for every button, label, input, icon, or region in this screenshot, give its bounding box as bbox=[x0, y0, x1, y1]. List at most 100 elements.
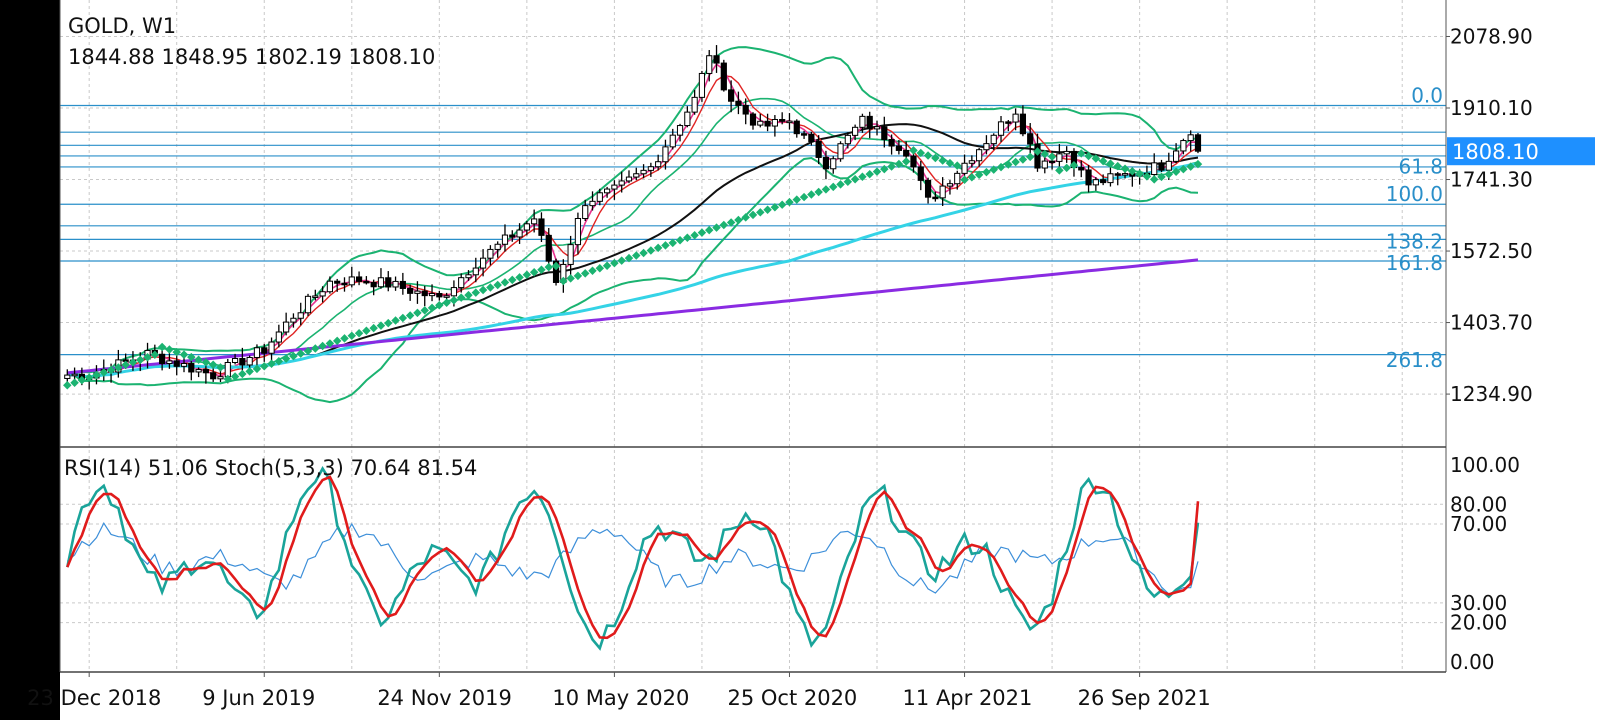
sar-dot bbox=[318, 341, 327, 351]
candle-body bbox=[903, 149, 910, 157]
sar-dot bbox=[690, 230, 699, 240]
sar-dot bbox=[537, 265, 546, 274]
sar-dot bbox=[208, 360, 218, 370]
candle-body bbox=[735, 100, 742, 106]
sar-dot bbox=[362, 326, 371, 335]
fib-level-label: 261.8 bbox=[1386, 348, 1443, 372]
candle-body bbox=[1019, 113, 1027, 135]
candle-body bbox=[450, 287, 458, 297]
indicator-tick-label: 100.00 bbox=[1450, 453, 1520, 477]
candle-body bbox=[392, 280, 399, 288]
sar-dot bbox=[493, 280, 502, 290]
candle-body bbox=[939, 185, 946, 199]
candle-body bbox=[261, 347, 268, 354]
candle-body bbox=[844, 134, 851, 145]
sar-dot bbox=[763, 205, 772, 215]
candle-body bbox=[662, 146, 669, 163]
sar-dot bbox=[114, 363, 123, 372]
candle-body bbox=[487, 248, 494, 259]
sar-dot bbox=[471, 288, 481, 297]
sar-dot bbox=[179, 350, 189, 359]
sar-dot bbox=[84, 373, 94, 382]
sar-dot bbox=[807, 190, 816, 199]
price-tick-label: 2078.90 bbox=[1450, 24, 1533, 48]
candle-body bbox=[954, 172, 961, 185]
candle-body bbox=[749, 113, 757, 126]
candle-body bbox=[990, 134, 997, 145]
candle-body bbox=[633, 173, 640, 178]
sar-dot bbox=[442, 298, 451, 308]
candle-body bbox=[516, 229, 523, 238]
candle-body bbox=[1056, 153, 1063, 162]
sar-dot bbox=[384, 318, 393, 328]
candle-body bbox=[545, 234, 552, 262]
candle-body bbox=[195, 369, 202, 373]
sar-dot bbox=[741, 213, 750, 222]
candle-body bbox=[852, 126, 859, 136]
sar-dot bbox=[274, 356, 284, 366]
candle-body bbox=[873, 126, 881, 130]
ma-purple bbox=[67, 258, 1199, 375]
sar-dot bbox=[63, 381, 72, 390]
date-tick-label: 26 Sep 2021 bbox=[1078, 686, 1211, 710]
candle-body bbox=[720, 62, 727, 91]
sar-dot bbox=[464, 290, 473, 300]
sar-dot bbox=[369, 323, 378, 333]
price-tick-label: 1234.90 bbox=[1450, 382, 1533, 406]
date-tick-label: 10 May 2020 bbox=[552, 686, 689, 710]
bollinger-upper bbox=[67, 46, 1199, 377]
price-tick-label: 1741.30 bbox=[1450, 168, 1533, 192]
candle-body bbox=[188, 363, 195, 373]
candle-body bbox=[334, 280, 341, 284]
candle-body bbox=[1121, 173, 1129, 176]
indicator-tick-label: 80.00 bbox=[1450, 492, 1507, 516]
sar-dot bbox=[354, 329, 364, 338]
candle-body bbox=[582, 205, 589, 219]
candle-body bbox=[1187, 134, 1194, 142]
sar-dot bbox=[238, 369, 247, 379]
sar-dot bbox=[522, 270, 532, 280]
sar-dot bbox=[683, 233, 692, 242]
date-tick-label: 23 Dec 2018 bbox=[27, 686, 161, 710]
candle-body bbox=[1165, 160, 1172, 171]
candle-body bbox=[1012, 113, 1019, 123]
sar-dot bbox=[106, 365, 116, 375]
sar-dot bbox=[792, 195, 802, 204]
current-price-badge bbox=[1447, 137, 1595, 166]
candle-body bbox=[1085, 169, 1092, 186]
candle-body bbox=[910, 155, 917, 168]
sar-dot bbox=[245, 367, 254, 376]
candle-body bbox=[676, 125, 684, 136]
sar-dot bbox=[1062, 163, 1071, 173]
sar-dot bbox=[267, 359, 276, 369]
sar-dot bbox=[478, 285, 488, 295]
candle-body bbox=[297, 312, 304, 319]
candle-body bbox=[479, 257, 487, 269]
ma-cyan bbox=[67, 162, 1199, 379]
candle-body bbox=[268, 341, 275, 354]
candle-body bbox=[669, 134, 676, 148]
sar-dot bbox=[734, 215, 743, 225]
current-price-label: 1808.10 bbox=[1452, 140, 1539, 164]
candle-body bbox=[983, 143, 990, 151]
candle-body bbox=[1151, 162, 1158, 175]
date-tick-label: 9 Jun 2019 bbox=[202, 686, 315, 710]
candle-body bbox=[596, 192, 603, 202]
candle-body bbox=[1034, 143, 1041, 169]
price-overlays bbox=[67, 46, 1199, 404]
candle-body bbox=[283, 321, 290, 333]
sar-dot bbox=[777, 200, 787, 209]
candle-body bbox=[567, 244, 574, 265]
date-tick-label: 11 Apr 2021 bbox=[903, 686, 1033, 710]
candle-body bbox=[71, 373, 78, 377]
candle-body bbox=[640, 169, 647, 175]
sar-dot bbox=[785, 197, 794, 207]
sar-dot bbox=[311, 344, 320, 353]
candle-body bbox=[1048, 160, 1056, 164]
candle-body bbox=[742, 104, 749, 115]
candle-body bbox=[706, 55, 713, 74]
candle-body bbox=[180, 363, 188, 367]
candle-body bbox=[866, 115, 873, 130]
candle-body bbox=[961, 162, 968, 174]
